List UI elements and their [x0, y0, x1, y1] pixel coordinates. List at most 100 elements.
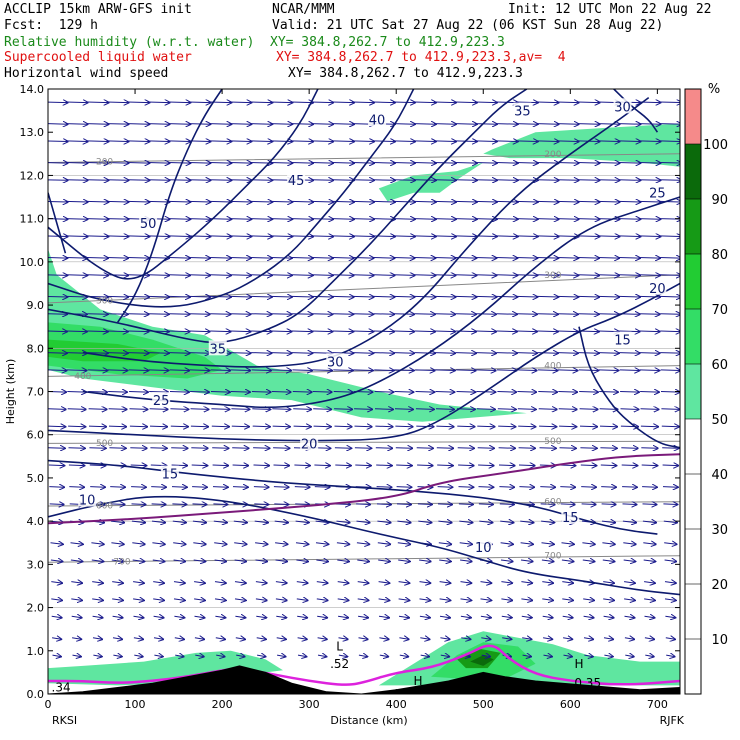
wind-vector: [250, 201, 272, 202]
wind-vector: [250, 180, 272, 181]
wind-vector: [577, 219, 600, 220]
colorbar-tick-label: 60: [711, 358, 728, 373]
wind-vector: [106, 163, 129, 164]
wind-vector: [230, 353, 250, 354]
wind-vector: [540, 487, 555, 488]
wind-vector: [87, 370, 108, 371]
wind-vector: [439, 582, 451, 584]
wind-vector: [457, 426, 474, 427]
wind-vector: [272, 409, 290, 410]
wind-vector: [355, 465, 371, 466]
wind-vector: [147, 124, 170, 125]
wind-vector: [358, 616, 368, 618]
wind-vector: [194, 616, 205, 618]
wind-vector: [393, 314, 414, 315]
wind-vector: [132, 560, 145, 562]
wind-vector: [460, 616, 471, 618]
wind-vector: [454, 102, 477, 103]
wind-vector: [168, 201, 190, 202]
wind-vector: [536, 219, 559, 220]
wind-vector: [461, 638, 470, 640]
wind-vector: [521, 599, 532, 601]
wind-vector: [440, 655, 449, 657]
wind-vector: [515, 219, 538, 220]
wind-vector: [297, 655, 306, 657]
wind-vector: [597, 258, 619, 259]
wind-vector: [209, 180, 231, 181]
wind-vector: [110, 487, 125, 488]
wind-vector: [275, 582, 287, 584]
wind-vector: [557, 331, 578, 332]
wind-vector: [188, 236, 211, 237]
wind-vector: [353, 370, 373, 371]
header-fcst: Fcst: 129 h: [4, 18, 98, 33]
wind-vector: [373, 258, 394, 259]
wind-vector: [475, 314, 496, 315]
wind-vector: [541, 521, 554, 523]
wind-vector: [622, 487, 637, 488]
wind-vector: [311, 296, 333, 297]
wind-vector: [110, 521, 124, 523]
axes-layer: 0 100 200 300 400 500 600 700 0.0 1.0 2.0 3.0 4.0 5.0…: [4, 83, 685, 727]
wind-vector: [577, 124, 600, 125]
wind-vector: [557, 258, 578, 259]
wind-vector: [602, 560, 615, 562]
x-tick-label: 100: [125, 698, 146, 711]
wind-vector: [65, 201, 88, 202]
wind-vector: [603, 582, 614, 584]
wind-vector: [68, 426, 85, 427]
wind-vector: [619, 331, 639, 332]
wind-vector: [191, 448, 207, 449]
wind-vector: [151, 521, 165, 523]
wind-vector: [434, 275, 455, 276]
wind-vector: [312, 392, 332, 393]
wind-contour-label-bg: [160, 465, 179, 481]
wind-vector: [454, 219, 477, 220]
wind-vector: [133, 638, 143, 640]
colorbar-band: [685, 89, 701, 144]
wind-vector: [296, 599, 308, 601]
wind-vector: [147, 236, 170, 237]
wind-vector: [131, 521, 145, 523]
wind-vector: [619, 370, 640, 371]
wind-vector: [379, 655, 388, 657]
wind-vector: [107, 370, 128, 371]
colorbar-band: [685, 199, 701, 254]
wind-vector: [66, 275, 87, 276]
wind-vector: [213, 521, 227, 523]
wind-contour-label: 45: [288, 174, 305, 189]
wind-vector: [420, 638, 429, 640]
wind-vector: [295, 543, 308, 545]
wind-vector: [517, 392, 536, 393]
plot-annotation: .34: [52, 681, 71, 695]
wind-vector: [644, 599, 655, 601]
wind-vector: [87, 353, 107, 354]
wind-vector: [127, 201, 150, 202]
wind-vector: [86, 102, 109, 103]
wind-vector: [153, 582, 164, 584]
wind-vector: [392, 180, 415, 181]
wind-vector: [621, 448, 637, 449]
wind-vector: [372, 201, 395, 202]
wind-vector: [276, 638, 286, 640]
colorbar-unit: %: [708, 82, 720, 97]
wind-vector: [48, 141, 68, 142]
wind-vector: [455, 296, 476, 297]
wind-vector: [67, 409, 86, 410]
wind-vector: [337, 560, 349, 562]
wind-vector: [583, 616, 594, 618]
wind-vector: [397, 521, 410, 523]
wind-vector: [582, 560, 595, 562]
pressure-level-label: 200: [544, 150, 561, 160]
wind-vector: [147, 275, 169, 276]
wind-vector: [392, 219, 415, 220]
wind-vector: [638, 219, 661, 220]
wind-vector: [256, 616, 266, 618]
wind-vector: [498, 426, 515, 427]
freezing-level-line: [48, 453, 680, 525]
wind-vector: [72, 655, 81, 657]
wind-vector: [190, 392, 209, 393]
wind-vector: [333, 370, 353, 371]
wind-contour-label-bg: [152, 392, 171, 408]
